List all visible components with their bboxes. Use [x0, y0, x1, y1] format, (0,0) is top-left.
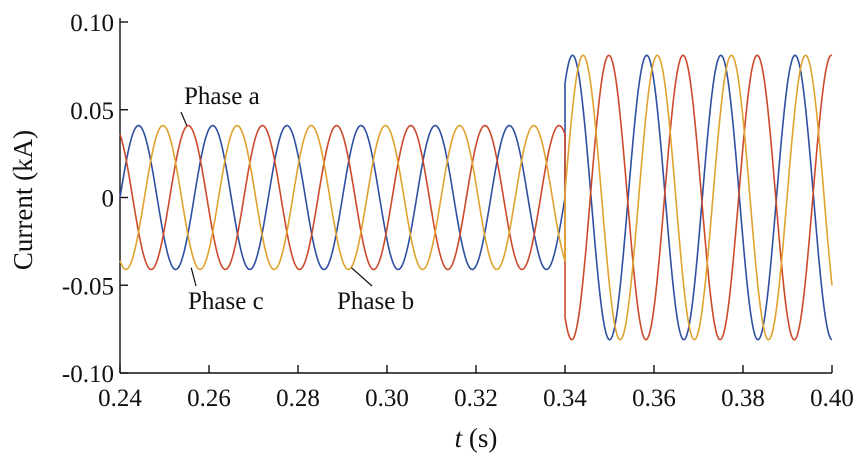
x-axis-title: t (s) — [455, 423, 498, 453]
y-tick-label: -0.10 — [62, 361, 114, 388]
series-line-phase-c — [119, 54, 833, 341]
y-axis-title: Current (kA) — [8, 130, 38, 270]
annotation-phase-c: Phase c — [188, 288, 264, 315]
axes: 0.10 0.05 0 -0.05 -0.100.24 0.26 0.28 0.30 0.32 0… — [62, 10, 854, 412]
x-tick-label: 0.34 — [543, 385, 587, 412]
x-tick-label: 0.24 — [98, 385, 142, 412]
x-tick-label: 0.30 — [365, 385, 409, 412]
x-tick-label: 0.32 — [454, 385, 498, 412]
annotation-phase-a: Phase a — [184, 83, 260, 110]
x-tick-label: 0.28 — [276, 385, 320, 412]
x-tick-label: 0.40 — [810, 385, 854, 412]
y-tick-label: -0.05 — [62, 273, 114, 300]
series-layer — [119, 54, 833, 341]
y-tick-label: 0 — [102, 186, 115, 213]
x-tick-label: 0.26 — [187, 385, 231, 412]
annotation-phase-b: Phase b — [337, 288, 414, 315]
annotation-layer: Phase a Phase c Phase b — [180, 83, 414, 315]
leader-line-phase-a — [180, 111, 188, 126]
x-tick-label: 0.36 — [632, 385, 676, 412]
leader-line-phase-c — [190, 267, 197, 287]
y-tick-label: 0.10 — [70, 10, 114, 37]
x-axis-title-unit: (s) — [462, 423, 497, 453]
x-axis-title-symbol: t — [455, 423, 464, 453]
y-tick-label: 0.05 — [70, 98, 114, 125]
leader-line-phase-b — [351, 267, 373, 287]
x-tick-label: 0.38 — [721, 385, 765, 412]
